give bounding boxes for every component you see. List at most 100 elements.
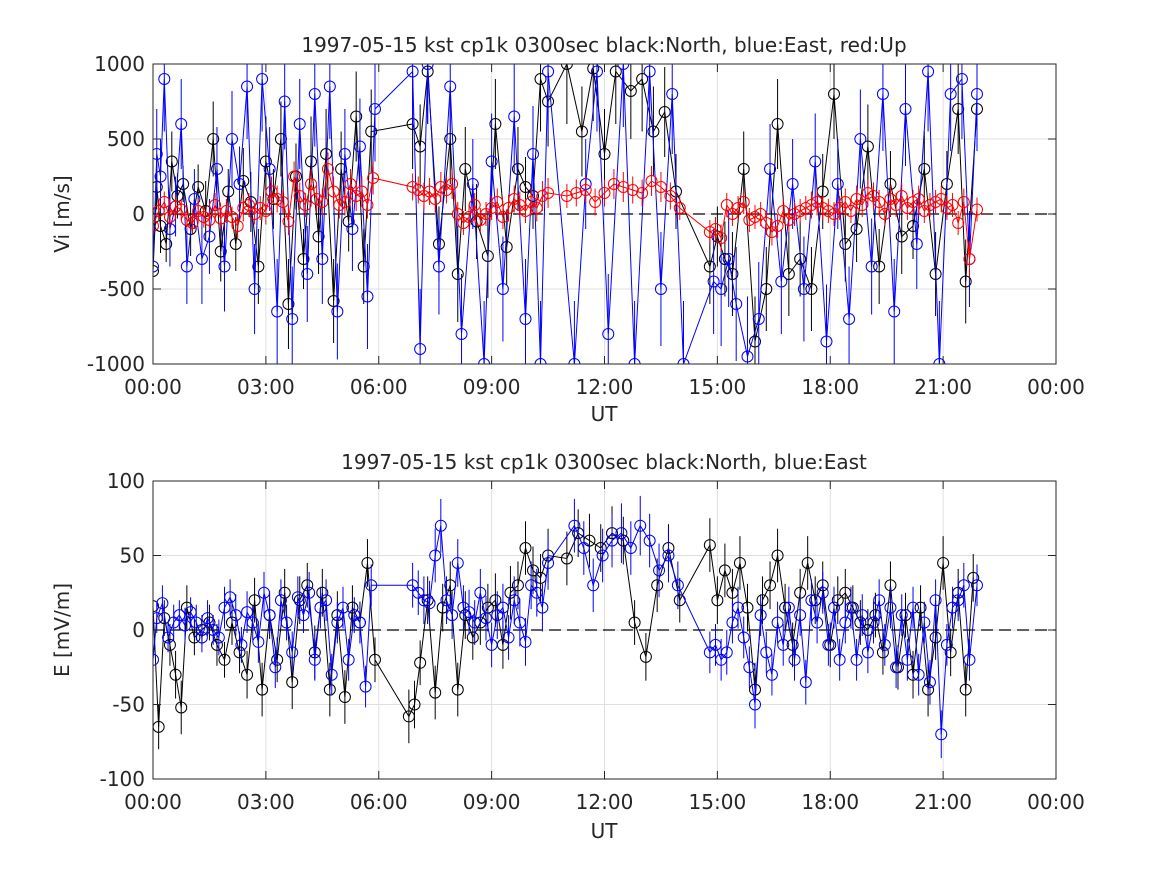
data-point-east — [944, 88, 957, 100]
data-point-north — [628, 616, 641, 629]
data-point-up — [923, 199, 936, 211]
data-point-east — [406, 65, 419, 78]
data-point-north — [907, 220, 920, 232]
data-point-north — [733, 556, 746, 569]
data-point-north — [229, 238, 242, 250]
data-point-east — [534, 358, 547, 364]
data-point-up — [673, 202, 686, 214]
data-point-north — [504, 586, 517, 599]
data-point-north — [718, 253, 731, 265]
data-point-east — [331, 305, 344, 318]
data-point-east — [749, 698, 761, 711]
data-point-north — [805, 283, 818, 295]
data-point-up — [749, 211, 761, 223]
data-point-north — [293, 594, 306, 607]
data-point-north — [703, 260, 716, 273]
data-point-north — [511, 579, 524, 592]
data-point-east — [508, 594, 521, 607]
data-point-east — [361, 290, 374, 303]
data-point-east — [224, 591, 237, 604]
data-point-east — [542, 556, 555, 569]
data-point-east — [726, 616, 739, 629]
y-tick-label: -1000 — [87, 352, 145, 376]
x-tick-label: 12:00 — [576, 790, 634, 814]
data-point-north — [598, 148, 611, 160]
x-tick-label: 09:00 — [463, 790, 521, 814]
data-point-east — [414, 343, 427, 355]
data-point-north — [466, 631, 479, 644]
data-point-east — [201, 612, 214, 625]
data-point-east — [513, 616, 526, 629]
data-point-east — [970, 88, 983, 100]
x-tick-label: 12:00 — [576, 375, 634, 399]
velocity-panel-xlabel: UT — [591, 402, 619, 426]
data-point-north — [312, 230, 325, 243]
data-point-up — [180, 214, 193, 226]
data-point-up — [754, 208, 767, 220]
data-point-east — [794, 609, 807, 622]
y-tick-label: 500 — [107, 127, 145, 151]
data-point-east — [643, 534, 656, 547]
efield-panel-ylabel: E [mV/m] — [50, 583, 74, 677]
data-point-east — [617, 64, 630, 70]
data-point-east — [822, 638, 835, 651]
data-point-east — [502, 631, 515, 644]
data-point-north — [575, 125, 588, 138]
data-point-up — [890, 199, 903, 211]
data-point-east — [677, 358, 690, 364]
data-point-east — [634, 519, 647, 532]
data-point-east — [782, 601, 795, 614]
data-point-north — [861, 140, 874, 153]
data-point-up — [799, 202, 812, 214]
data-point-up — [316, 196, 329, 208]
data-point-north — [327, 295, 340, 307]
data-point-up — [299, 199, 312, 211]
data-point-up — [873, 196, 886, 208]
data-point-north — [764, 579, 777, 592]
data-point-east — [291, 591, 304, 604]
data-point-east — [542, 65, 555, 78]
data-point-east — [833, 653, 846, 666]
data-point-east — [241, 606, 254, 619]
data-point-up — [645, 175, 658, 187]
data-point-east — [256, 73, 269, 85]
data-point-east — [218, 260, 231, 273]
data-point-east — [153, 260, 159, 273]
data-point-east — [226, 133, 239, 145]
data-point-north — [421, 594, 434, 607]
data-point-east — [760, 646, 773, 659]
data-point-up — [935, 193, 948, 205]
series-line-east — [153, 64, 978, 364]
data-point-north — [316, 586, 329, 599]
data-point-up — [617, 181, 630, 193]
data-point-up — [468, 199, 481, 211]
data-point-up — [231, 220, 244, 232]
data-point-north — [959, 683, 972, 696]
data-point-up — [794, 205, 807, 217]
data-point-up — [276, 196, 289, 208]
data-point-north — [779, 601, 792, 614]
data-point-north — [711, 594, 724, 607]
data-point-up — [844, 205, 857, 217]
x-tick-label: 06:00 — [350, 790, 408, 814]
y-tick-label: -500 — [100, 277, 145, 301]
data-point-east — [888, 305, 901, 318]
data-point-up — [560, 190, 573, 202]
data-point-east — [662, 549, 675, 562]
data-point-east — [241, 80, 254, 93]
data-point-up — [327, 185, 340, 198]
data-point-east — [765, 668, 778, 681]
data-point-east — [957, 579, 970, 592]
y-tick-label: 0 — [132, 618, 145, 642]
data-point-east — [451, 556, 464, 569]
data-point-north — [301, 579, 314, 592]
data-point-east — [180, 260, 193, 273]
data-point-up — [760, 217, 773, 229]
data-point-up — [709, 223, 722, 235]
data-point-up — [242, 199, 255, 211]
data-point-north — [489, 118, 502, 130]
data-point-up — [570, 187, 583, 199]
data-point-north — [248, 594, 261, 607]
data-point-up — [536, 190, 549, 202]
y-tick-label: 1000 — [94, 52, 145, 76]
